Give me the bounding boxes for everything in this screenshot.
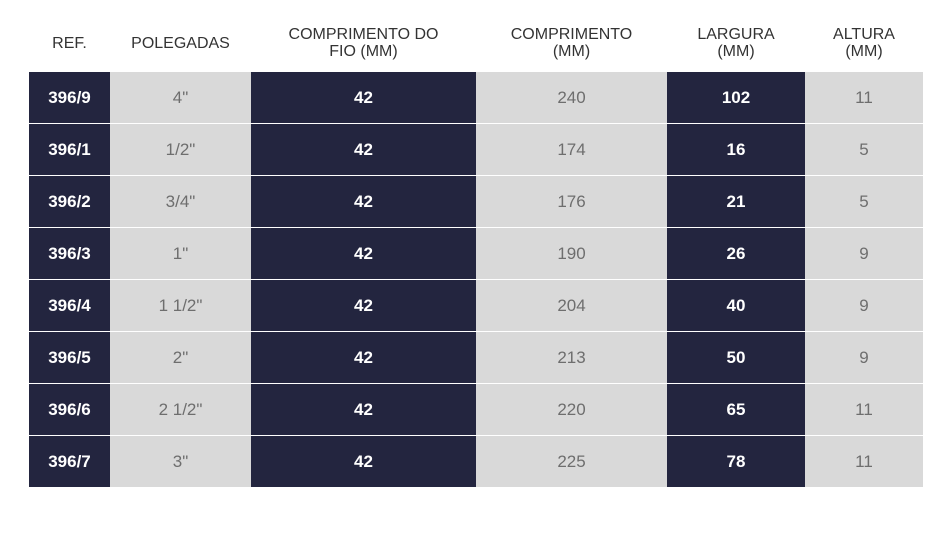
cell-largura: 26: [667, 227, 805, 280]
table-row: 396/5 2" 42 213 50 9: [29, 331, 923, 384]
cell-comprimento-do-fio: 42: [251, 175, 476, 228]
cell-altura: 11: [805, 72, 923, 124]
cell-comprimento: 225: [476, 435, 667, 487]
cell-comprimento-do-fio: 42: [251, 279, 476, 332]
cell-polegadas: 1": [110, 227, 251, 280]
header-comprimento-do-fio-line-2: FIO (MM): [329, 43, 398, 60]
cell-comprimento: 176: [476, 175, 667, 228]
cell-comprimento-do-fio: 42: [251, 383, 476, 436]
cell-comprimento: 220: [476, 383, 667, 436]
cell-ref: 396/9: [29, 72, 110, 124]
table-row: 396/7 3" 42 225 78 11: [29, 435, 923, 487]
cell-largura: 21: [667, 175, 805, 228]
product-spec-table: REF. POLEGADAS COMPRIMENTO DO FIO (MM) C…: [29, 14, 923, 487]
header-ref-line: REF.: [52, 34, 87, 52]
table-row: 396/9 4" 42 240 102 11: [29, 72, 923, 124]
header-ref: REF.: [29, 14, 110, 72]
cell-largura: 40: [667, 279, 805, 332]
cell-polegadas: 3/4": [110, 175, 251, 228]
cell-altura: 9: [805, 227, 923, 280]
cell-comprimento-do-fio: 42: [251, 72, 476, 124]
table-row: 396/1 1/2" 42 174 16 5: [29, 123, 923, 176]
cell-altura: 9: [805, 279, 923, 332]
product-spec-table-container: REF. POLEGADAS COMPRIMENTO DO FIO (MM) C…: [29, 14, 923, 487]
cell-largura: 78: [667, 435, 805, 487]
header-polegadas-line: POLEGADAS: [131, 34, 230, 52]
cell-polegadas: 2 1/2": [110, 383, 251, 436]
cell-comprimento: 240: [476, 72, 667, 124]
cell-altura: 11: [805, 435, 923, 487]
header-comprimento-line-2: (MM): [552, 43, 591, 60]
cell-largura: 102: [667, 72, 805, 124]
header-altura-line-2: (MM): [845, 43, 883, 60]
header-comprimento: COMPRIMENTO (MM): [476, 14, 667, 72]
cell-comprimento: 204: [476, 279, 667, 332]
cell-ref: 396/4: [29, 279, 110, 332]
cell-ref: 396/2: [29, 175, 110, 228]
table-header-row: REF. POLEGADAS COMPRIMENTO DO FIO (MM) C…: [29, 14, 923, 72]
cell-comprimento-do-fio: 42: [251, 123, 476, 176]
cell-polegadas: 1/2": [110, 123, 251, 176]
cell-polegadas: 4": [110, 72, 251, 124]
header-largura: LARGURA (MM): [667, 14, 805, 72]
cell-altura: 11: [805, 383, 923, 436]
table-row: 396/3 1" 42 190 26 9: [29, 227, 923, 280]
table-row: 396/2 3/4" 42 176 21 5: [29, 175, 923, 228]
cell-ref: 396/5: [29, 331, 110, 384]
cell-comprimento: 190: [476, 227, 667, 280]
cell-comprimento-do-fio: 42: [251, 331, 476, 384]
cell-comprimento: 174: [476, 123, 667, 176]
cell-largura: 50: [667, 331, 805, 384]
cell-ref: 396/1: [29, 123, 110, 176]
header-altura: ALTURA (MM): [805, 14, 923, 72]
header-polegadas: POLEGADAS: [110, 14, 251, 72]
cell-polegadas: 3": [110, 435, 251, 487]
cell-ref: 396/7: [29, 435, 110, 487]
cell-comprimento-do-fio: 42: [251, 435, 476, 487]
cell-largura: 65: [667, 383, 805, 436]
cell-altura: 5: [805, 123, 923, 176]
cell-polegadas: 2": [110, 331, 251, 384]
cell-altura: 9: [805, 331, 923, 384]
cell-ref: 396/3: [29, 227, 110, 280]
cell-comprimento-do-fio: 42: [251, 227, 476, 280]
header-largura-line-1: LARGURA: [697, 26, 775, 43]
header-comprimento-line-1: COMPRIMENTO: [510, 26, 633, 43]
cell-ref: 396/6: [29, 383, 110, 436]
cell-polegadas: 1 1/2": [110, 279, 251, 332]
header-comprimento-do-fio: COMPRIMENTO DO FIO (MM): [251, 14, 476, 72]
header-largura-line-2: (MM): [717, 43, 755, 60]
cell-altura: 5: [805, 175, 923, 228]
header-altura-line-1: ALTURA: [833, 26, 895, 43]
cell-largura: 16: [667, 123, 805, 176]
cell-comprimento: 213: [476, 331, 667, 384]
table-row: 396/4 1 1/2" 42 204 40 9: [29, 279, 923, 332]
header-comprimento-do-fio-line-1: COMPRIMENTO DO: [288, 26, 439, 43]
table-row: 396/6 2 1/2" 42 220 65 11: [29, 383, 923, 436]
